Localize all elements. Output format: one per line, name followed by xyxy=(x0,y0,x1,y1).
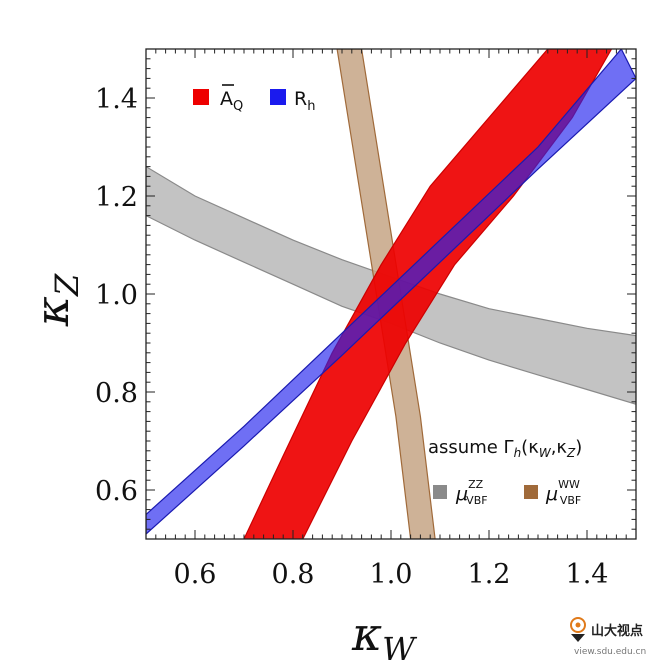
tick-labels: 0.6 0.8 1.0 1.2 1.4 0.6 0.8 1.0 1.2 1.4 xyxy=(95,84,608,590)
legend-note: assume Γh(κW,κZ) xyxy=(428,437,582,460)
band-Rh xyxy=(146,49,636,535)
legend-label-muzz: μZZ VBF xyxy=(455,478,488,507)
x-tick-label: 1.0 xyxy=(370,559,413,590)
y-axis-label-sub: Z xyxy=(48,273,86,297)
watermark-logo-icon xyxy=(570,617,586,642)
bands-layer xyxy=(146,49,636,539)
y-tick-label: 0.6 xyxy=(95,476,138,507)
y-tick-label: 1.0 xyxy=(95,280,138,311)
watermark: 山大视点 view.sdu.edu.cn xyxy=(570,617,646,657)
x-axis-label-sub: W xyxy=(382,630,418,660)
y-axis-label: κZ xyxy=(25,273,86,327)
legend-swatch-muzz xyxy=(433,485,447,499)
watermark-label: 山大视点 xyxy=(591,623,643,639)
x-axis-label: κW xyxy=(351,607,418,660)
legend-label-aq: AQ xyxy=(220,88,243,114)
band-AQ xyxy=(243,49,613,539)
y-tick-label: 1.2 xyxy=(95,182,138,213)
x-tick-label: 0.6 xyxy=(174,559,217,590)
legend-swatch-muww xyxy=(524,485,538,499)
y-tick-label: 1.4 xyxy=(95,84,138,115)
legend-swatch-aq xyxy=(193,89,209,105)
x-tick-label: 1.2 xyxy=(468,559,511,590)
legend-label-muww: μWW VBF xyxy=(545,478,581,507)
legend-swatch-rh xyxy=(270,89,286,105)
y-tick-label: 0.8 xyxy=(95,378,138,409)
legend-bottom: assume Γh(κW,κZ) μZZ VBF μWW VBF xyxy=(428,437,582,507)
y-axis-label-base: κ xyxy=(25,296,79,327)
ticks-layer xyxy=(145,48,637,540)
x-axis-label-base: κ xyxy=(351,607,382,660)
legend-label-rh: Rh xyxy=(294,88,315,114)
watermark-url: view.sdu.edu.cn xyxy=(574,647,646,657)
legend-top: AQ Rh xyxy=(193,84,315,114)
x-tick-label: 0.8 xyxy=(272,559,315,590)
x-tick-label: 1.4 xyxy=(566,559,609,590)
